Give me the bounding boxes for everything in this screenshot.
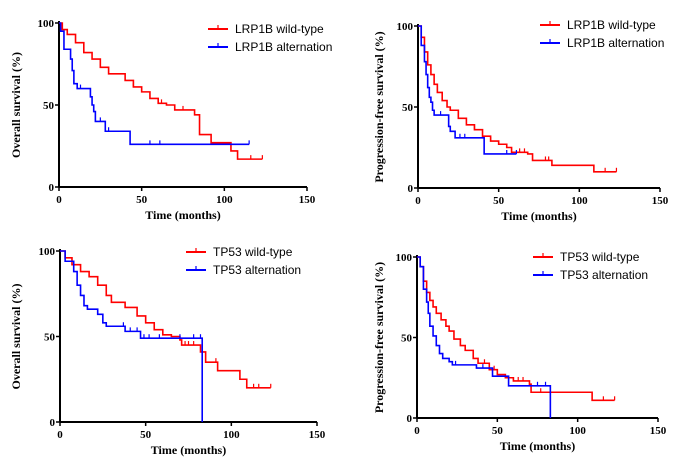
x-tick-label: 150 <box>652 195 669 207</box>
x-tick-label: 50 <box>136 194 148 206</box>
legend-label: TP53 wild-type <box>560 250 640 264</box>
legend-label: TP53 wild-type <box>213 245 293 259</box>
y-tick-label: 0 <box>50 417 56 429</box>
x-tick-label: 0 <box>56 194 62 206</box>
y-axis-label: Overall survival (%) <box>9 52 23 158</box>
survival-curve-alternation <box>60 250 204 422</box>
survival-curve-alternation <box>59 22 250 146</box>
survival-curve-alternation <box>417 256 552 418</box>
x-tick-label: 0 <box>414 425 420 437</box>
km-panel-1: 0 50 100 150 0 50 100 Time (months) Overall surv… <box>9 18 332 222</box>
x-axis-label: Time (months) <box>151 443 226 457</box>
x-tick-label: 150 <box>650 425 667 437</box>
y-tick-label: 50 <box>401 333 413 345</box>
km-panel-4: 0 50 100 150 0 50 100 Time (months) Progression-… <box>372 250 667 453</box>
y-tick-label: 50 <box>43 100 55 112</box>
y-tick-label: 0 <box>407 413 413 425</box>
survival-curve-wild-type <box>59 22 263 160</box>
legend-label: LRP1B wild-type <box>567 18 656 32</box>
km-panel-3: 0 50 100 150 0 50 100 Time (months) Overall surv… <box>9 245 326 457</box>
y-tick-label: 100 <box>397 21 414 33</box>
y-axis-label: Overall survival (%) <box>9 284 23 390</box>
legend-label: LRP1B wild-type <box>235 22 324 36</box>
x-tick-label: 0 <box>57 429 63 441</box>
y-tick-label: 100 <box>38 18 55 30</box>
y-tick-label: 50 <box>402 102 414 114</box>
x-tick-label: 150 <box>299 194 316 206</box>
x-tick-label: 100 <box>571 195 588 207</box>
y-axis-label: Progression-free survival (%) <box>372 262 386 413</box>
legend-label: TP53 alternation <box>560 268 648 282</box>
y-tick-label: 100 <box>396 252 413 264</box>
x-axis-label: Time (months) <box>501 209 576 223</box>
survival-curve-wild-type <box>417 256 615 402</box>
x-tick-label: 0 <box>415 195 421 207</box>
x-axis-label: Time (months) <box>145 208 220 222</box>
x-tick-label: 100 <box>216 194 233 206</box>
x-tick-label: 150 <box>309 429 326 441</box>
survival-curve-wild-type <box>418 25 617 173</box>
y-tick-label: 100 <box>39 246 56 258</box>
x-axis-label: Time (months) <box>500 439 575 453</box>
y-tick-label: 0 <box>49 182 55 194</box>
x-tick-label: 100 <box>223 429 240 441</box>
legend-label: LRP1B alternation <box>235 40 332 54</box>
x-tick-label: 50 <box>140 429 152 441</box>
survival-curve-wild-type <box>60 250 271 389</box>
x-tick-label: 100 <box>569 425 586 437</box>
y-axis-label: Progression-free survival (%) <box>372 31 386 182</box>
x-tick-label: 50 <box>493 195 505 207</box>
y-tick-label: 50 <box>44 332 56 344</box>
survival-curve-alternation <box>418 25 517 155</box>
legend-label: TP53 alternation <box>213 263 301 277</box>
km-panel-2: 0 50 100 150 0 50 100 Time (months) Progression-… <box>372 18 669 223</box>
x-tick-label: 50 <box>492 425 504 437</box>
legend-label: LRP1B alternation <box>567 36 664 50</box>
y-tick-label: 0 <box>408 183 414 195</box>
